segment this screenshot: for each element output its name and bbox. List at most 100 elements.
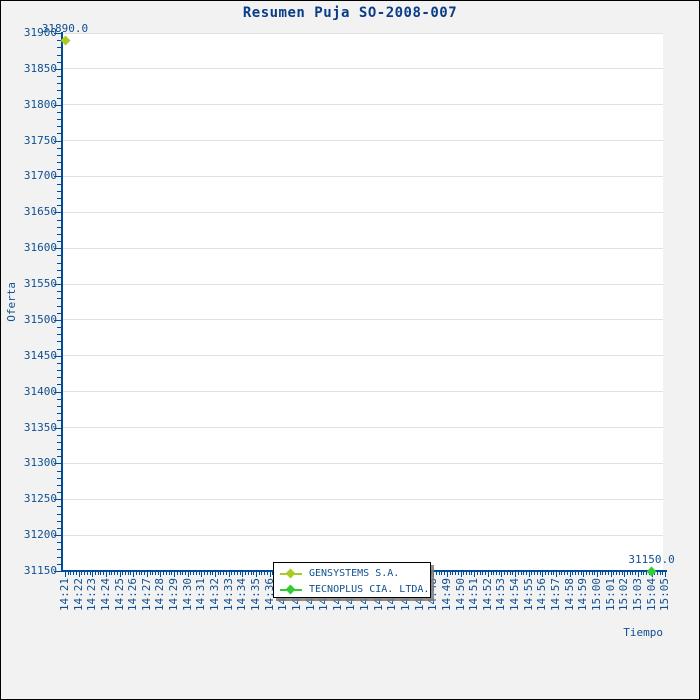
legend-label: TECNOPLUS CIA. LTDA.: [309, 583, 430, 595]
y-minor-tick: [57, 205, 61, 207]
x-minor-tick: [558, 572, 560, 575]
y-minor-tick: [57, 183, 61, 185]
y-tick: [54, 33, 61, 34]
x-minor-tick: [165, 572, 167, 575]
y-tick-label: 31550: [23, 277, 57, 291]
x-minor-tick: [245, 572, 247, 575]
x-minor-tick: [212, 572, 214, 575]
legend-marker-diamond-icon: [285, 568, 296, 578]
x-minor-tick: [135, 572, 137, 575]
y-minor-tick: [57, 97, 61, 99]
gridline: [63, 427, 663, 429]
y-minor-tick: [57, 54, 61, 56]
y-minor-tick: [57, 40, 61, 42]
x-tick-label: 14:30: [180, 578, 194, 612]
x-minor-tick: [114, 572, 116, 575]
x-tick-label: 14:55: [521, 578, 535, 612]
y-axis-line: [61, 32, 63, 572]
y-minor-tick: [57, 154, 61, 156]
legend-label: GENSYSTEMS S.A.: [309, 567, 400, 579]
x-minor-tick: [209, 572, 211, 575]
x-minor-tick: [654, 572, 656, 575]
x-minor-tick: [253, 572, 255, 575]
gridline: [63, 319, 663, 321]
x-minor-tick: [536, 572, 538, 575]
x-minor-tick: [100, 572, 102, 575]
gridline: [63, 283, 663, 285]
y-tick: [54, 140, 61, 142]
x-minor-tick: [463, 572, 465, 575]
x-tick: [174, 572, 176, 577]
y-minor-tick: [57, 456, 61, 458]
legend-entry: TECNOPLUS CIA. LTDA.: [280, 581, 430, 597]
x-minor-tick: [575, 572, 577, 575]
x-minor-tick: [157, 572, 159, 575]
x-minor-tick: [89, 572, 91, 575]
x-minor-tick: [223, 572, 225, 575]
x-minor-tick: [258, 572, 260, 575]
x-axis-title: Tiempo: [623, 626, 663, 639]
y-minor-tick: [57, 119, 61, 121]
x-minor-tick: [457, 572, 459, 575]
x-tick-label: 15:01: [603, 578, 617, 612]
x-minor-tick: [206, 572, 208, 575]
y-tick: [54, 248, 61, 250]
chart-title: Resumen Puja SO-2008-007: [242, 5, 458, 21]
legend-marker-diamond-icon: [285, 584, 296, 594]
gridline: [63, 104, 663, 106]
x-minor-tick: [444, 572, 446, 575]
y-minor-tick: [57, 298, 61, 300]
y-tick-label: 31900: [23, 26, 57, 39]
y-minor-tick: [57, 190, 61, 192]
x-minor-tick: [586, 572, 588, 575]
y-minor-tick: [57, 312, 61, 314]
x-minor-tick: [452, 572, 454, 575]
x-minor-tick: [482, 572, 484, 575]
x-minor-tick: [566, 572, 568, 575]
gridline: [63, 462, 663, 464]
x-tick: [460, 572, 462, 577]
y-tick-label: 31200: [23, 528, 57, 542]
legend-entry: GENSYSTEMS S.A.: [280, 565, 430, 581]
y-minor-tick: [57, 83, 61, 85]
y-minor-tick: [57, 133, 61, 135]
x-minor-tick: [217, 572, 219, 575]
x-tick-label: 15:03: [630, 578, 644, 612]
x-minor-tick: [656, 572, 658, 575]
x-minor-tick: [438, 572, 440, 575]
x-minor-tick: [436, 572, 437, 575]
x-minor-tick: [547, 572, 549, 575]
x-tick-label: 15:00: [589, 578, 603, 612]
y-minor-tick: [57, 413, 61, 415]
x-minor-tick: [561, 572, 563, 575]
x-tick: [596, 572, 598, 577]
x-minor-tick: [613, 572, 615, 575]
x-minor-tick: [662, 572, 664, 575]
x-minor-tick: [545, 572, 547, 575]
y-tick: [54, 319, 61, 321]
y-tick: [54, 499, 61, 501]
x-tick-label: 14:59: [576, 578, 590, 612]
y-tick-label: 31300: [23, 456, 57, 470]
x-minor-tick: [95, 572, 96, 575]
x-minor-tick: [190, 572, 192, 575]
x-minor-tick: [629, 572, 631, 575]
x-tick-label: 15:02: [617, 578, 631, 612]
x-minor-tick: [138, 572, 140, 575]
x-minor-tick: [264, 572, 266, 575]
x-tick-label: 14:21: [58, 578, 71, 612]
gridline: [63, 391, 663, 393]
x-tick-label: 14:24: [98, 578, 112, 612]
y-minor-tick: [57, 341, 61, 343]
x-minor-tick: [659, 572, 661, 575]
y-tick-label: 31600: [23, 241, 57, 255]
y-minor-tick: [57, 484, 61, 486]
y-minor-tick: [57, 76, 61, 78]
x-minor-tick: [111, 572, 113, 575]
y-tick: [54, 571, 61, 572]
x-minor-tick: [125, 572, 127, 575]
x-tick: [255, 572, 257, 577]
x-minor-tick: [517, 572, 519, 575]
y-minor-tick: [57, 542, 61, 544]
x-tick-label: 15:04: [644, 578, 658, 612]
